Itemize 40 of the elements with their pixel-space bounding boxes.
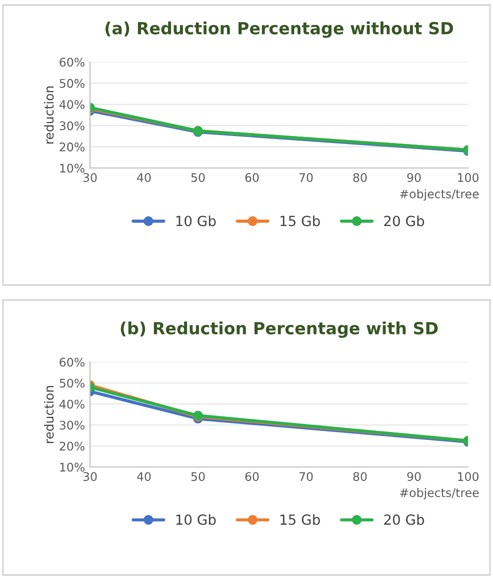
x-tick-label: 40 xyxy=(137,173,151,182)
x-tick-label: 60 xyxy=(245,173,259,182)
y-tick-label: 10% xyxy=(60,462,84,472)
x-tick-label: 100 xyxy=(458,472,478,481)
y-tick-label: 40% xyxy=(59,100,84,110)
y-tick-label: 60% xyxy=(60,58,84,67)
chart-title: (b) Reduction Percentage with SD xyxy=(120,322,438,338)
y-axis-title: reduction xyxy=(44,386,54,443)
chart-title: (a) Reduction Percentage without SD xyxy=(106,22,454,38)
x-tick-label: 90 xyxy=(407,472,421,481)
x-tick-label: 70 xyxy=(299,173,313,182)
x-tick-label: 50 xyxy=(191,173,205,182)
x-axis-title: #objects/tree xyxy=(400,488,479,500)
x-tick-label: 40 xyxy=(137,472,151,481)
y-tick-label: 20% xyxy=(60,442,84,451)
legend-label: 10 Gb xyxy=(176,514,216,525)
x-tick-label: 60 xyxy=(245,472,259,481)
legend-label: 20 Gb xyxy=(384,514,424,525)
y-tick-label: 10% xyxy=(60,164,84,173)
y-axis-title: reduction xyxy=(44,86,54,144)
y-tick-label: 60% xyxy=(60,358,84,367)
legend-label: 15 Gb xyxy=(280,215,320,226)
x-tick-label: 80 xyxy=(353,472,367,481)
y-tick-label: 50% xyxy=(60,78,84,88)
y-tick-label: 30% xyxy=(60,420,84,430)
x-tick-label: 90 xyxy=(407,173,421,182)
y-tick-label: 20% xyxy=(60,142,84,152)
y-tick-label: 50% xyxy=(60,378,84,388)
y-tick-label: 30% xyxy=(60,121,84,130)
legend-label: 20 Gb xyxy=(384,215,424,226)
x-tick-label: 30 xyxy=(83,472,97,481)
legend-label: 15 Gb xyxy=(280,514,320,525)
x-tick-label: 30 xyxy=(83,173,97,182)
x-tick-label: 70 xyxy=(299,472,313,481)
x-tick-label: 100 xyxy=(458,173,478,182)
legend-label: 10 Gb xyxy=(176,215,216,226)
x-tick-label: 50 xyxy=(191,472,205,481)
x-tick-label: 80 xyxy=(353,173,367,182)
y-tick-label: 40% xyxy=(59,400,84,409)
x-axis-title: #objects/tree xyxy=(400,189,479,201)
